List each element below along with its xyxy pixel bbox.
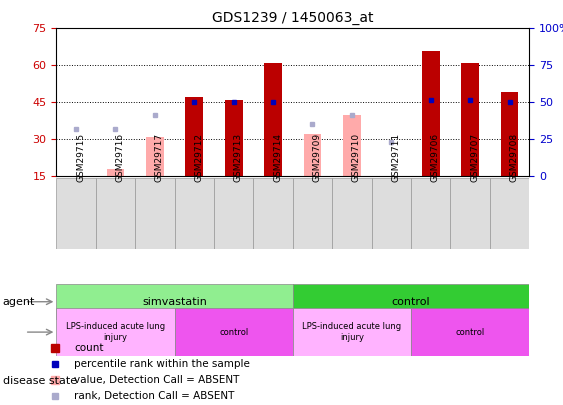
Bar xyxy=(461,63,479,176)
Text: GSM29714: GSM29714 xyxy=(273,133,282,182)
Bar xyxy=(56,178,96,249)
Bar xyxy=(293,284,529,320)
Bar xyxy=(293,308,411,356)
Text: GSM29710: GSM29710 xyxy=(352,132,361,182)
Text: agent: agent xyxy=(3,297,35,307)
Bar xyxy=(214,178,253,249)
Text: control: control xyxy=(219,328,248,337)
Bar xyxy=(56,308,175,356)
Text: simvastatin: simvastatin xyxy=(142,297,207,307)
Bar xyxy=(343,115,361,176)
Bar xyxy=(450,178,490,249)
Bar xyxy=(96,178,135,249)
Bar xyxy=(135,178,175,249)
Bar xyxy=(225,100,243,176)
Bar xyxy=(501,92,519,176)
Bar xyxy=(106,169,124,176)
Text: GSM29717: GSM29717 xyxy=(155,132,164,182)
Text: GSM29708: GSM29708 xyxy=(510,132,519,182)
Text: LPS-induced acute lung
injury: LPS-induced acute lung injury xyxy=(302,322,401,342)
Bar xyxy=(253,178,293,249)
Text: percentile rank within the sample: percentile rank within the sample xyxy=(74,359,250,369)
Bar xyxy=(411,178,450,249)
Bar xyxy=(332,178,372,249)
Bar xyxy=(175,308,293,356)
Text: LPS-induced acute lung
injury: LPS-induced acute lung injury xyxy=(66,322,165,342)
Bar xyxy=(490,178,529,249)
Text: rank, Detection Call = ABSENT: rank, Detection Call = ABSENT xyxy=(74,391,234,401)
Text: GSM29716: GSM29716 xyxy=(115,132,124,182)
Text: GSM29706: GSM29706 xyxy=(431,132,440,182)
Text: disease state: disease state xyxy=(3,376,77,386)
Bar xyxy=(411,308,529,356)
Text: value, Detection Call = ABSENT: value, Detection Call = ABSENT xyxy=(74,375,239,385)
Text: GSM29711: GSM29711 xyxy=(391,132,400,182)
Bar xyxy=(422,51,440,176)
Bar xyxy=(185,97,203,176)
Text: GSM29715: GSM29715 xyxy=(76,132,85,182)
Text: GSM29709: GSM29709 xyxy=(312,132,321,182)
Text: count: count xyxy=(74,343,104,353)
Bar xyxy=(372,178,411,249)
Text: control: control xyxy=(455,328,485,337)
Bar xyxy=(146,137,164,176)
Text: control: control xyxy=(392,297,430,307)
Title: GDS1239 / 1450063_at: GDS1239 / 1450063_at xyxy=(212,11,373,25)
Bar xyxy=(303,134,321,176)
Text: GSM29712: GSM29712 xyxy=(194,133,203,182)
Bar xyxy=(293,178,332,249)
Bar xyxy=(264,63,282,176)
Bar xyxy=(56,284,293,320)
Text: GSM29713: GSM29713 xyxy=(234,132,243,182)
Text: GSM29707: GSM29707 xyxy=(470,132,479,182)
Bar xyxy=(175,178,214,249)
